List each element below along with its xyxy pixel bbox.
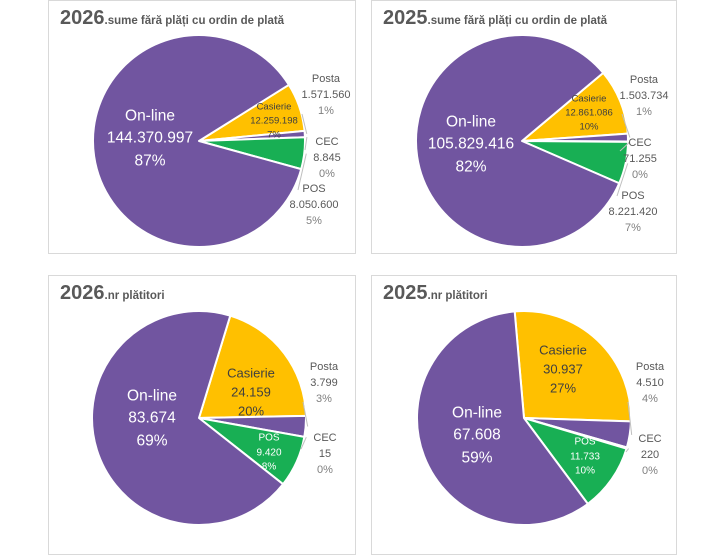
posta-leader-line (627, 401, 633, 435)
chart-card-2025-sume: 2025.sume fără plăți cu ordin de plată C… (371, 0, 677, 254)
chart-title-year: 2026 (60, 7, 105, 29)
pie-svg (416, 310, 633, 527)
on-line-slice[interactable] (91, 310, 285, 526)
pos-leader-line (297, 153, 307, 191)
cec-leader-line (300, 436, 307, 450)
chart-title-year: 2025 (383, 282, 428, 304)
cec-leader-line (619, 141, 631, 152)
cec-leader-line (625, 448, 629, 453)
pie-chart: Casierie 30.937 27% Posta 4.510 4% CEC 220 0% POS… (372, 276, 676, 554)
casierie-slice[interactable] (513, 310, 632, 423)
pie-svg (91, 310, 309, 526)
on-line-slice[interactable] (416, 310, 589, 527)
posta-leader-line (302, 401, 309, 427)
pie-chart: Casierie 24.159 20% Posta 3.799 3% CEC 15 0% POS 9… (49, 276, 355, 554)
dashboard: { "page": { "background": "#FFFFFF" }, "… (48, 0, 677, 555)
pos-leader-line (616, 163, 629, 197)
chart-title: 2026.sume fără plăți cu ordin de plată (60, 7, 284, 30)
chart-card-2026-platitori: 2026.nr plătitori Casierie 24.159 20% Posta… (48, 275, 356, 555)
chart-title-year: 2026 (60, 282, 105, 304)
cec-leader-line (304, 137, 308, 151)
posta-leader-line (621, 113, 631, 138)
chart-title-text: .sume fără plăți cu ordin de plată (104, 15, 285, 27)
chart-title-year: 2025 (383, 7, 428, 29)
chart-title-text: .sume fără plăți cu ordin de plată (427, 15, 608, 27)
chart-title: 2025.sume fără plăți cu ordin de plată (383, 7, 607, 30)
pie-svg (415, 34, 631, 248)
chart-title-text: .nr plătitori (427, 290, 488, 302)
casierie-slice[interactable] (198, 314, 307, 419)
on-line-slice[interactable] (415, 34, 621, 248)
pie-chart: Casierie 12.259.198 7% Posta 1.571.560 1% CEC 8… (49, 1, 355, 253)
chart-card-2026-sume: 2026.sume fără plăți cu ordin de plată C… (48, 0, 356, 254)
on-line-slice[interactable] (92, 34, 303, 248)
chart-title: 2025.nr plătitori (383, 282, 488, 305)
pie-svg (92, 34, 308, 248)
pie-chart: Casierie 12.861.086 10% Posta 1.503.734 1% CEC… (372, 1, 676, 253)
posta-leader-line (301, 113, 308, 135)
chart-card-2025-platitori: 2025.nr plătitori Casierie 30.937 27% Posta… (371, 275, 677, 555)
chart-title: 2026.nr plătitori (60, 282, 165, 305)
chart-title-text: .nr plătitori (104, 290, 165, 302)
